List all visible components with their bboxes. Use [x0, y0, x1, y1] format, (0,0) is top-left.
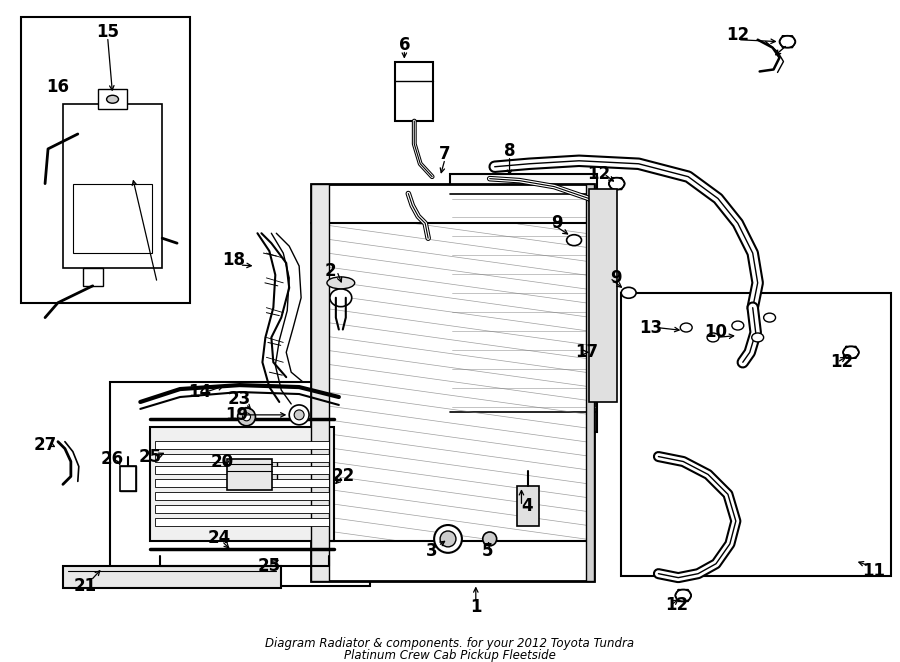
Text: 2: 2: [325, 262, 337, 280]
Text: 4: 4: [522, 497, 533, 515]
Text: Platinum Crew Cab Pickup Fleetside: Platinum Crew Cab Pickup Fleetside: [344, 649, 556, 661]
Text: 12: 12: [588, 165, 610, 183]
Text: 7: 7: [439, 145, 451, 163]
Text: 12: 12: [831, 354, 853, 371]
Circle shape: [238, 408, 256, 426]
Bar: [155, 453, 328, 461]
Bar: [63, 104, 162, 268]
Ellipse shape: [567, 235, 581, 246]
Text: 13: 13: [639, 318, 662, 336]
Text: 15: 15: [96, 23, 119, 41]
Ellipse shape: [106, 95, 119, 103]
Bar: [63, 566, 282, 588]
Bar: [155, 441, 328, 449]
Text: Diagram Radiator & components. for your 2012 Toyota Tundra: Diagram Radiator & components. for your …: [266, 637, 634, 649]
Bar: [110, 382, 370, 586]
Bar: [73, 183, 152, 253]
Text: 8: 8: [504, 142, 516, 160]
Ellipse shape: [621, 287, 636, 299]
Ellipse shape: [732, 321, 743, 330]
Circle shape: [482, 532, 497, 546]
Ellipse shape: [763, 313, 776, 322]
Text: 9: 9: [552, 214, 563, 232]
Circle shape: [243, 413, 250, 421]
Ellipse shape: [752, 333, 763, 342]
Bar: [239, 457, 277, 485]
Circle shape: [440, 531, 456, 547]
Bar: [589, 189, 616, 402]
Text: 11: 11: [862, 561, 886, 580]
Circle shape: [294, 410, 304, 420]
Bar: [83, 268, 103, 286]
Text: 10: 10: [705, 324, 727, 342]
Bar: [586, 183, 594, 581]
Text: 22: 22: [331, 467, 355, 485]
Bar: [22, 17, 190, 303]
Text: 20: 20: [211, 453, 233, 471]
Text: 25: 25: [257, 557, 281, 575]
Bar: [450, 173, 597, 432]
Bar: [155, 479, 328, 487]
FancyArrowPatch shape: [776, 46, 786, 55]
Bar: [227, 459, 273, 491]
Text: 24: 24: [208, 529, 231, 547]
Ellipse shape: [327, 277, 355, 289]
Text: 12: 12: [665, 596, 688, 614]
Bar: [311, 183, 594, 581]
Bar: [155, 505, 328, 513]
Text: 6: 6: [399, 36, 410, 54]
Text: 27: 27: [33, 436, 57, 453]
Bar: [311, 183, 328, 581]
Ellipse shape: [707, 333, 719, 342]
Ellipse shape: [680, 323, 692, 332]
Bar: [518, 487, 539, 526]
Circle shape: [434, 525, 462, 553]
Text: 3: 3: [427, 542, 438, 560]
Text: 26: 26: [101, 449, 124, 467]
Circle shape: [289, 405, 309, 425]
Text: 25: 25: [139, 448, 162, 465]
Bar: [155, 467, 328, 475]
Bar: [150, 427, 334, 541]
Text: 16: 16: [47, 78, 69, 97]
Ellipse shape: [330, 289, 352, 307]
Ellipse shape: [843, 346, 859, 358]
Text: 17: 17: [575, 344, 598, 361]
Bar: [98, 89, 128, 109]
Text: 1: 1: [470, 598, 482, 616]
Ellipse shape: [675, 590, 691, 602]
Bar: [155, 493, 328, 500]
Text: 12: 12: [726, 26, 750, 44]
Bar: [395, 62, 433, 121]
Text: 5: 5: [482, 542, 493, 560]
Ellipse shape: [779, 36, 796, 48]
Text: 19: 19: [225, 406, 248, 424]
Text: 14: 14: [188, 383, 212, 401]
Text: 9: 9: [610, 269, 622, 287]
Text: 18: 18: [222, 251, 245, 269]
Bar: [155, 518, 328, 526]
Bar: [121, 467, 137, 491]
Text: 23: 23: [228, 390, 251, 408]
Text: 21: 21: [73, 577, 96, 594]
Ellipse shape: [608, 177, 625, 189]
Bar: [621, 293, 891, 576]
